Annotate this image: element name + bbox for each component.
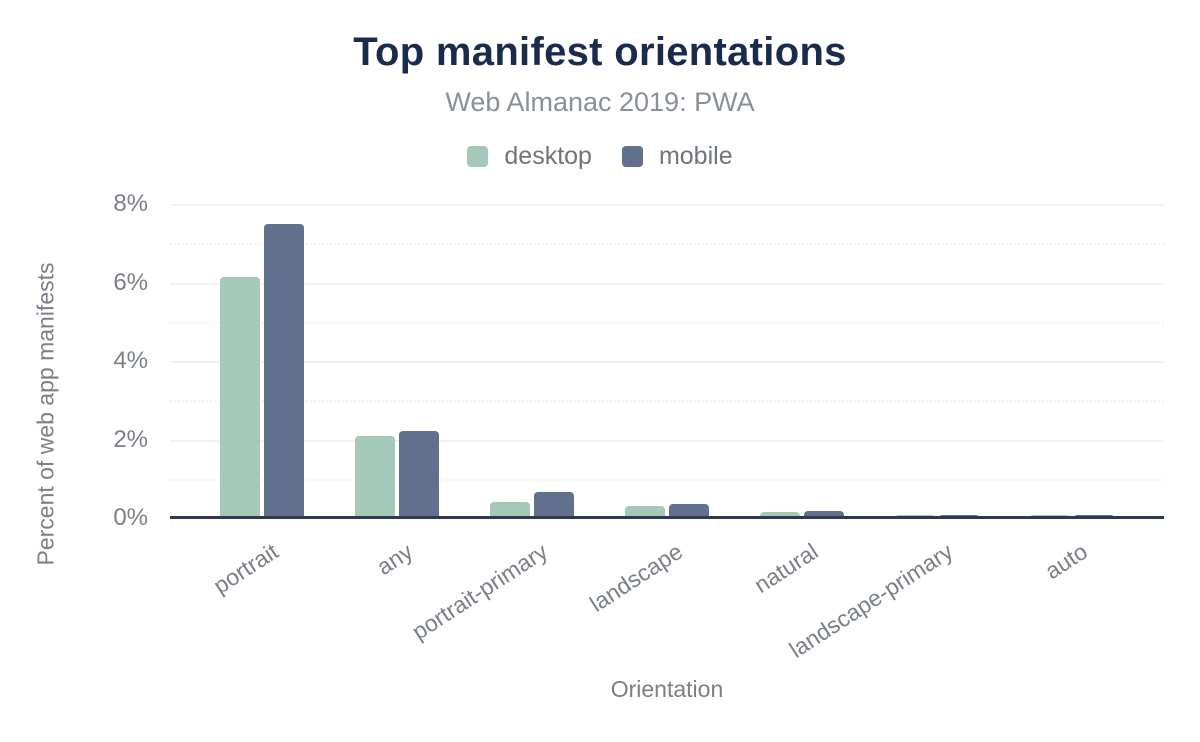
major-gridline xyxy=(170,439,1164,442)
legend-swatch-desktop xyxy=(467,146,489,167)
major-gridline xyxy=(170,282,1164,285)
major-gridline xyxy=(170,204,1164,206)
x-tick-label-landscape: landscape xyxy=(585,538,688,617)
x-tick-label-portrait-primary: portrait-primary xyxy=(407,538,553,645)
chart-subtitle: Web Almanac 2019: PWA xyxy=(445,87,755,117)
y-tick-label: 8% xyxy=(113,190,148,217)
minor-gridline xyxy=(170,478,1164,481)
x-axis-line xyxy=(170,516,1164,519)
bar-landscape-mobile[interactable] xyxy=(669,504,709,518)
y-tick-label: 4% xyxy=(113,347,148,374)
legend: desktop mobile xyxy=(0,142,1200,171)
legend-item-desktop[interactable]: desktop xyxy=(467,142,592,171)
y-tick-label: 2% xyxy=(113,425,148,453)
major-gridline xyxy=(170,361,1164,363)
y-tick-label: 6% xyxy=(113,268,148,296)
bar-portrait-mobile[interactable] xyxy=(264,224,305,518)
x-tick-label-any: any xyxy=(372,538,418,581)
bar-portrait-primary-mobile[interactable] xyxy=(534,491,575,518)
plot-area xyxy=(170,204,1164,519)
chart-title: Top manifest orientations xyxy=(353,30,847,74)
x-tick-label-natural: natural xyxy=(748,538,823,599)
bar-natural-mobile[interactable] xyxy=(803,510,844,518)
legend-item-mobile[interactable]: mobile xyxy=(621,142,733,171)
bar-natural-desktop[interactable] xyxy=(759,511,800,518)
legend-swatch-mobile xyxy=(621,146,643,167)
x-tick-label-portrait: portrait xyxy=(208,538,283,599)
minor-gridline xyxy=(170,321,1164,324)
legend-label-desktop: desktop xyxy=(504,142,592,170)
bar-portrait-desktop[interactable] xyxy=(220,277,261,518)
bar-any-desktop[interactable] xyxy=(355,435,396,518)
x-axis-title: Orientation xyxy=(610,676,724,702)
x-tick-label-auto: auto xyxy=(1040,538,1092,585)
y-tick-label: 0% xyxy=(113,504,148,531)
legend-label-mobile: mobile xyxy=(658,142,733,170)
bar-any-mobile[interactable] xyxy=(399,431,440,518)
minor-gridline xyxy=(170,400,1164,403)
bar-portrait-primary-desktop[interactable] xyxy=(490,501,531,518)
minor-gridline xyxy=(170,243,1164,246)
bar-landscape-desktop[interactable] xyxy=(625,506,665,518)
